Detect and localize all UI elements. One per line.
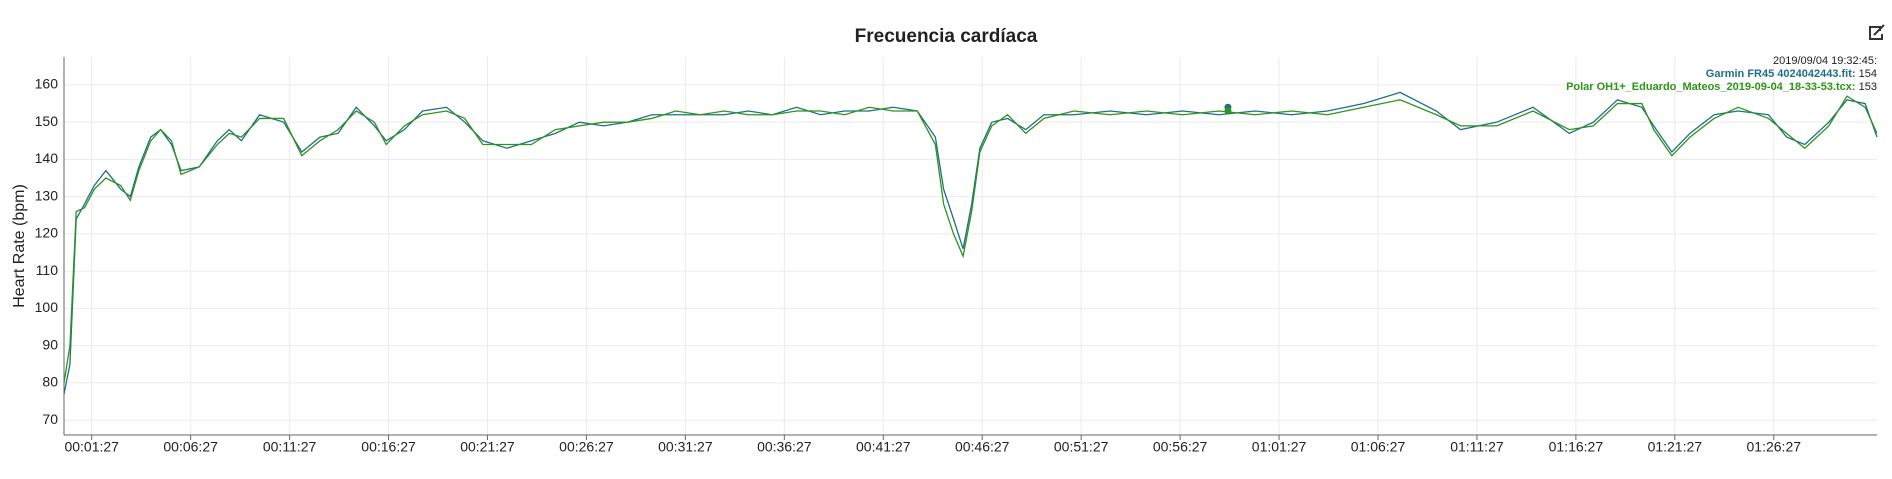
- chart-title: Frecuencia cardíaca: [855, 26, 1038, 47]
- x-tick-label: 01:21:27: [1648, 439, 1703, 455]
- x-tick-label: 00:51:27: [1054, 439, 1109, 455]
- x-tick-label: 01:26:27: [1747, 439, 1802, 455]
- tooltip-label: Polar OH1+_Eduardo_Mateos_2019-09-04_18-…: [1566, 81, 1856, 93]
- tooltip-value: 153: [1859, 81, 1877, 93]
- series-line: [63, 95, 1878, 383]
- y-tick-label: 110: [36, 262, 59, 278]
- x-tick-label: 01:06:27: [1351, 439, 1406, 455]
- y-tick-label: 150: [35, 113, 59, 129]
- y-tick-label: 80: [42, 374, 58, 390]
- edit-icon-pen[interactable]: [1873, 24, 1885, 36]
- y-tick-label: 70: [42, 411, 58, 427]
- x-tick-label: 00:41:27: [856, 439, 911, 455]
- x-tick-label: 00:21:27: [460, 439, 515, 455]
- x-tick-label: 01:01:27: [1252, 439, 1307, 455]
- y-tick-label: 160: [35, 76, 59, 92]
- tooltip-value: 154: [1859, 68, 1877, 80]
- tooltip-time: 2019/09/04 19:32:45:: [1773, 55, 1877, 67]
- edit-icon[interactable]: [1869, 24, 1885, 40]
- x-tick-label: 00:16:27: [361, 439, 416, 455]
- x-tick-label: 00:06:27: [163, 439, 218, 455]
- x-tick-label: 01:16:27: [1549, 439, 1604, 455]
- x-tick-label: 00:01:27: [64, 439, 119, 455]
- y-axis-label: Heart Rate (bpm): [11, 184, 28, 308]
- x-tick-label: 01:11:27: [1450, 439, 1504, 455]
- x-tick-label: 00:56:27: [1153, 439, 1208, 455]
- x-tick-label: 00:31:27: [658, 439, 713, 455]
- tooltip-entry: Polar OH1+_Eduardo_Mateos_2019-09-04_18-…: [1566, 81, 1877, 93]
- tooltip-entry: Garmin FR45 4024042443.fit: 154: [1706, 68, 1877, 80]
- series-line: [63, 91, 1878, 395]
- x-tick-label: 00:36:27: [757, 439, 812, 455]
- y-tick-label: 100: [35, 299, 59, 315]
- x-tick-label: 00:11:27: [263, 439, 317, 455]
- hover-marker: [1224, 107, 1232, 115]
- x-tick-label: 00:46:27: [955, 439, 1010, 455]
- y-tick-label: 140: [35, 150, 59, 166]
- y-tick-label: 130: [35, 187, 59, 203]
- x-tick-label: 00:26:27: [559, 439, 614, 455]
- tooltip-label: Garmin FR45 4024042443.fit:: [1706, 68, 1856, 80]
- y-tick-label: 90: [42, 336, 58, 352]
- y-tick-label: 120: [35, 225, 59, 241]
